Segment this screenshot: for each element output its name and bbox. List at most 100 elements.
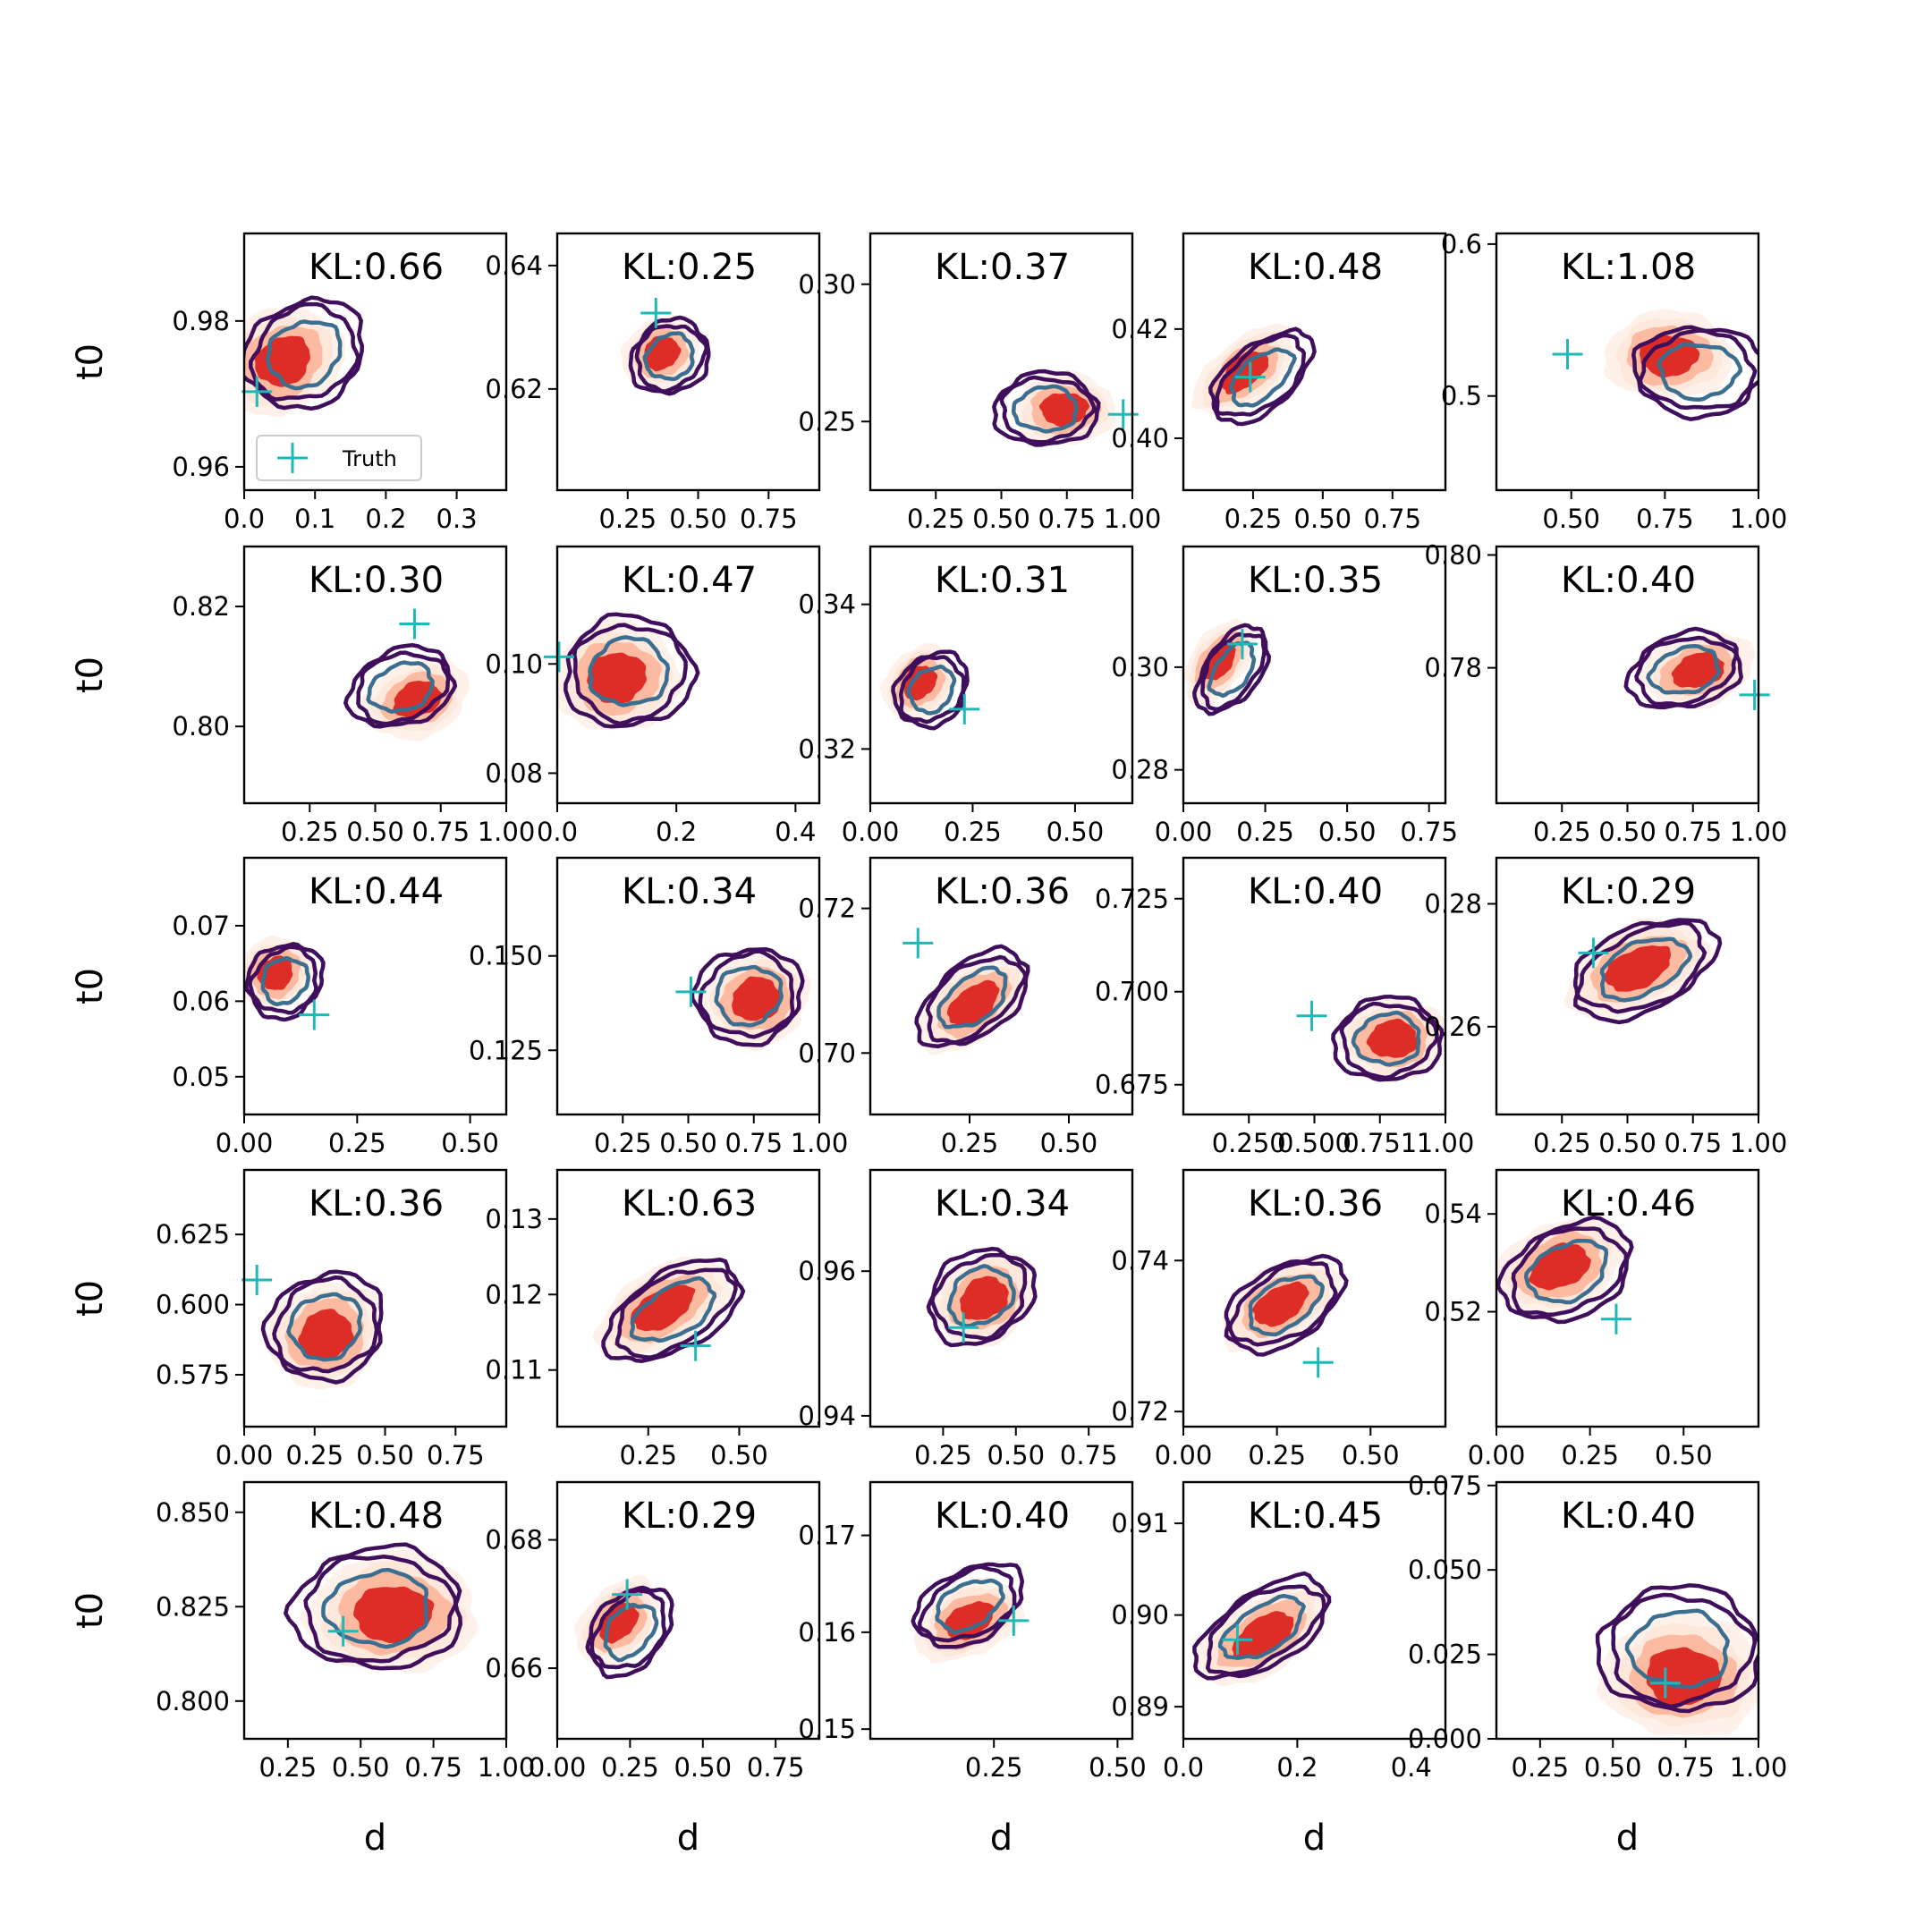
x-tick-label: 0.50 <box>972 504 1030 534</box>
x-tick-label: 0.25 <box>965 1752 1023 1783</box>
x-tick-label: 0.50 <box>1342 1440 1400 1470</box>
contour-line-inner <box>1248 1274 1326 1337</box>
y-tick-label: 0.82 <box>172 591 230 622</box>
truth-marker <box>1234 361 1266 393</box>
density-fill <box>587 652 647 704</box>
contour-line-inner <box>1011 384 1079 434</box>
x-tick-label: 0.75 <box>1657 1752 1715 1783</box>
panel: 0.25 0.50 0.75 1.00 0.125 0.150 KL:0.34 <box>469 856 849 1158</box>
y-tick-label: 0.34 <box>798 589 856 620</box>
x-axis-label: d <box>1616 1818 1639 1859</box>
x-tick-label: 0.2 <box>656 817 697 847</box>
density-fill <box>298 1309 354 1360</box>
y-tick-label: 0.64 <box>485 250 543 281</box>
y-tick-label: 0.800 <box>156 1686 230 1716</box>
axes-frame <box>1495 1168 1760 1428</box>
y-tick-label: 0.825 <box>156 1591 230 1622</box>
panel: 0.25 0.50 0.75 0.40 0.42 KL:0.48 <box>1111 232 1447 534</box>
contour-layer <box>343 643 470 741</box>
contour-line-mid <box>999 375 1097 445</box>
truth-marker <box>242 1264 273 1295</box>
y-tick-label: 0.42 <box>1111 314 1169 344</box>
y-tick-label: 0.72 <box>1111 1396 1169 1427</box>
contour-line-mid <box>1575 920 1707 1014</box>
y-axis-label: t0 <box>70 343 111 380</box>
x-tick-label: 0.25 <box>907 504 965 534</box>
contour-layer <box>573 1574 674 1680</box>
contour-line-inner <box>629 1275 717 1343</box>
y-tick-label: 0.52 <box>1424 1297 1482 1327</box>
y-tick-label: 0.16 <box>798 1617 856 1648</box>
x-tick-label: 0.4 <box>1391 1752 1432 1783</box>
x-tick-label: 0.00 <box>529 1752 587 1783</box>
contour-line-mid <box>356 650 451 726</box>
contour-layer <box>1331 994 1445 1082</box>
panel: 0.00 0.25 0.50 0.72 0.74 KL:0.36 <box>1111 1168 1447 1470</box>
contour-line-mid <box>634 324 709 394</box>
x-tick-label: 0.25 <box>914 1440 972 1470</box>
x-tick-label: 0.50 <box>1040 1128 1098 1158</box>
kl-annotation: KL:0.25 <box>622 247 757 288</box>
y-tick-label: 0.12 <box>485 1279 543 1309</box>
contour-line-mid <box>1611 1592 1758 1709</box>
y-tick-label: 0.40 <box>1111 423 1169 453</box>
contour-line-mid <box>1638 328 1758 411</box>
x-tick-label: 0.50 <box>1598 1128 1657 1158</box>
axes-frame <box>1182 232 1447 492</box>
x-tick-label: 1.00 <box>1730 1752 1788 1783</box>
contour-line-inner <box>286 1292 363 1362</box>
contour-line-outer <box>1331 994 1445 1082</box>
x-tick-label: 0.50 <box>1542 504 1600 534</box>
axes-frame <box>869 856 1134 1116</box>
x-tick-label: 0.50 <box>1655 1440 1713 1470</box>
y-tick-label: 0.17 <box>798 1521 856 1551</box>
panel: 0.00 0.25 0.50 0.52 0.54 KL:0.46 <box>1424 1168 1760 1470</box>
truth-marker <box>1552 339 1583 370</box>
x-tick-label: 1.00 <box>1730 1128 1788 1158</box>
x-tick-label: 0.25 <box>1512 1752 1570 1783</box>
y-tick-label: 0.30 <box>1111 652 1169 682</box>
contour-layer <box>1563 917 1723 1025</box>
y-tick-label: 0.26 <box>1424 1012 1482 1042</box>
y-tick-label: 0.000 <box>1408 1724 1482 1754</box>
contour-layer <box>914 944 1032 1055</box>
contour-line-inner <box>1646 644 1722 695</box>
panel: 0.25 0.50 0.15 0.16 0.17 KL:0.40 d <box>798 1480 1147 1859</box>
x-tick-label: 0.25 <box>1561 1440 1619 1470</box>
contour-line-mid <box>1511 1226 1629 1318</box>
x-tick-label: 0.75 <box>724 1128 783 1158</box>
kl-annotation: KL:0.40 <box>1561 560 1696 601</box>
panel: 0.00 0.25 0.50 0.75 0.66 0.68 KL:0.29 d <box>485 1480 821 1859</box>
y-tick-label: 0.91 <box>1111 1508 1169 1538</box>
contour-layer <box>1223 1253 1349 1357</box>
kl-annotation: KL:0.48 <box>309 1496 444 1537</box>
x-tick-label: 1.00 <box>1730 504 1788 534</box>
density-fill <box>353 1586 435 1644</box>
y-tick-label: 0.725 <box>1095 884 1169 914</box>
contour-layer <box>620 315 711 396</box>
axes-frame <box>555 232 821 492</box>
y-tick-label: 0.28 <box>1111 755 1169 785</box>
x-tick-label: 0.75 <box>1664 817 1722 847</box>
x-tick-label: 0.50 <box>674 1752 732 1783</box>
x-tick-label: 0.75 <box>1038 504 1096 534</box>
y-axis-label: t0 <box>70 968 111 1004</box>
y-tick-label: 0.025 <box>1408 1640 1482 1670</box>
panel: 0.00 0.25 0.50 0.32 0.34 KL:0.31 <box>798 545 1134 847</box>
x-tick-label: 0.75 <box>1400 817 1458 847</box>
x-tick-label: 0.50 <box>1598 817 1657 847</box>
contour-line-inner <box>936 965 1008 1030</box>
y-tick-label: 0.96 <box>172 452 230 482</box>
x-tick-label: 1.00 <box>791 1128 849 1158</box>
x-tick-label: 0.75 <box>1060 1440 1118 1470</box>
contour-line-outer <box>1192 1571 1332 1681</box>
axes-frame <box>242 1480 508 1741</box>
x-tick-label: 0.75 <box>411 817 470 847</box>
contour-line-outer <box>601 1258 746 1363</box>
x-tick-label: 0.50 <box>441 1128 499 1158</box>
x-tick-label: 0.50 <box>1318 817 1377 847</box>
truth-marker <box>1578 937 1609 969</box>
axes-frame <box>555 545 821 805</box>
y-tick-label: 0.625 <box>156 1219 230 1250</box>
y-tick-label: 0.675 <box>1095 1070 1169 1100</box>
